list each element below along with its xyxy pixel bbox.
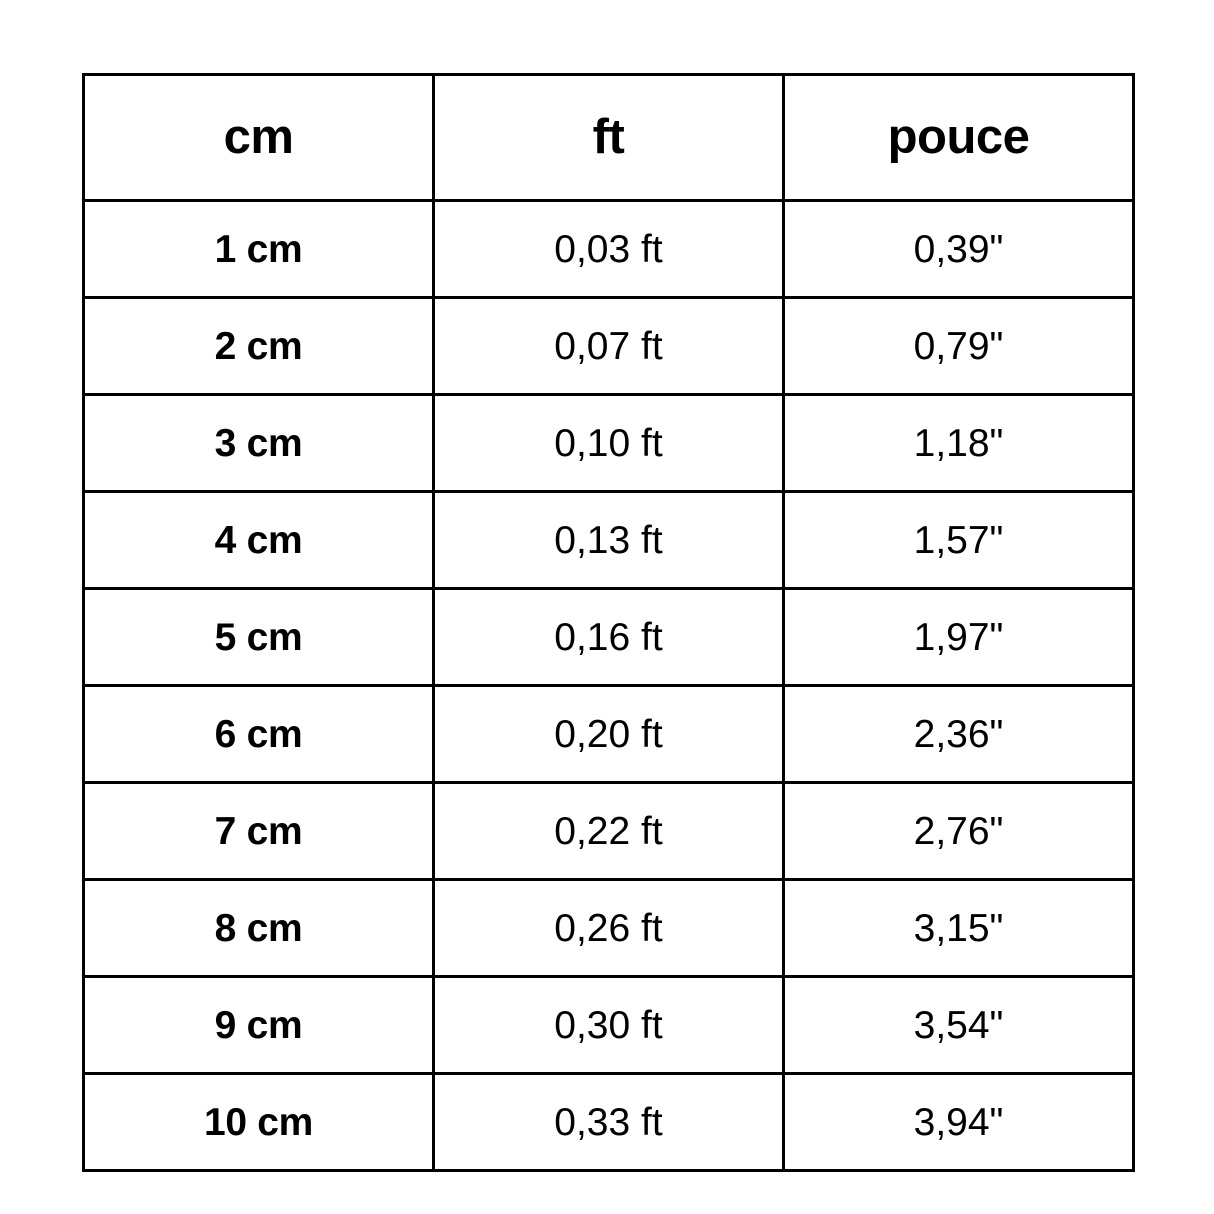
table-row: 2 cm 0,07 ft 0,79" (82, 296, 1135, 396)
cell-ft: 0,20 ft (432, 684, 785, 784)
table-row: 7 cm 0,22 ft 2,76" (82, 781, 1135, 881)
cell-ft: 0,10 ft (432, 393, 785, 493)
cell-cm: 2 cm (82, 296, 435, 396)
table-row: 10 cm 0,33 ft 3,94" (82, 1072, 1135, 1172)
column-header-pouce: pouce (782, 73, 1135, 202)
cell-pouce: 1,97" (782, 587, 1135, 687)
cell-ft: 0,13 ft (432, 490, 785, 590)
cell-pouce: 1,18" (782, 393, 1135, 493)
cell-pouce: 1,57" (782, 490, 1135, 590)
cell-ft: 0,30 ft (432, 975, 785, 1075)
cell-pouce: 2,76" (782, 781, 1135, 881)
column-header-cm: cm (82, 73, 435, 202)
cell-cm: 8 cm (82, 878, 435, 978)
table-body: 1 cm 0,03 ft 0,39" 2 cm 0,07 ft 0,79" 3 … (82, 199, 1135, 1172)
cell-ft: 0,03 ft (432, 199, 785, 299)
table-row: 3 cm 0,10 ft 1,18" (82, 393, 1135, 493)
cell-cm: 9 cm (82, 975, 435, 1075)
table-header: cm ft pouce (82, 73, 1135, 202)
cell-cm: 1 cm (82, 199, 435, 299)
cell-pouce: 0,79" (782, 296, 1135, 396)
table-row: 8 cm 0,26 ft 3,15" (82, 878, 1135, 978)
column-header-ft: ft (432, 73, 785, 202)
table-row: 4 cm 0,13 ft 1,57" (82, 490, 1135, 590)
cell-cm: 4 cm (82, 490, 435, 590)
cell-pouce: 3,15" (782, 878, 1135, 978)
cell-cm: 5 cm (82, 587, 435, 687)
table-row: 5 cm 0,16 ft 1,97" (82, 587, 1135, 687)
cell-ft: 0,33 ft (432, 1072, 785, 1172)
conversion-table: cm ft pouce 1 cm 0,03 ft 0,39" 2 cm 0,07… (82, 73, 1135, 1172)
cell-pouce: 3,54" (782, 975, 1135, 1075)
cell-ft: 0,26 ft (432, 878, 785, 978)
cell-pouce: 0,39" (782, 199, 1135, 299)
cell-cm: 10 cm (82, 1072, 435, 1172)
cell-cm: 7 cm (82, 781, 435, 881)
cell-ft: 0,07 ft (432, 296, 785, 396)
table-row: 1 cm 0,03 ft 0,39" (82, 199, 1135, 299)
table-row: 9 cm 0,30 ft 3,54" (82, 975, 1135, 1075)
cell-cm: 3 cm (82, 393, 435, 493)
header-row: cm ft pouce (82, 73, 1135, 202)
cell-pouce: 3,94" (782, 1072, 1135, 1172)
cell-ft: 0,22 ft (432, 781, 785, 881)
cell-pouce: 2,36" (782, 684, 1135, 784)
cell-cm: 6 cm (82, 684, 435, 784)
table-row: 6 cm 0,20 ft 2,36" (82, 684, 1135, 784)
cell-ft: 0,16 ft (432, 587, 785, 687)
